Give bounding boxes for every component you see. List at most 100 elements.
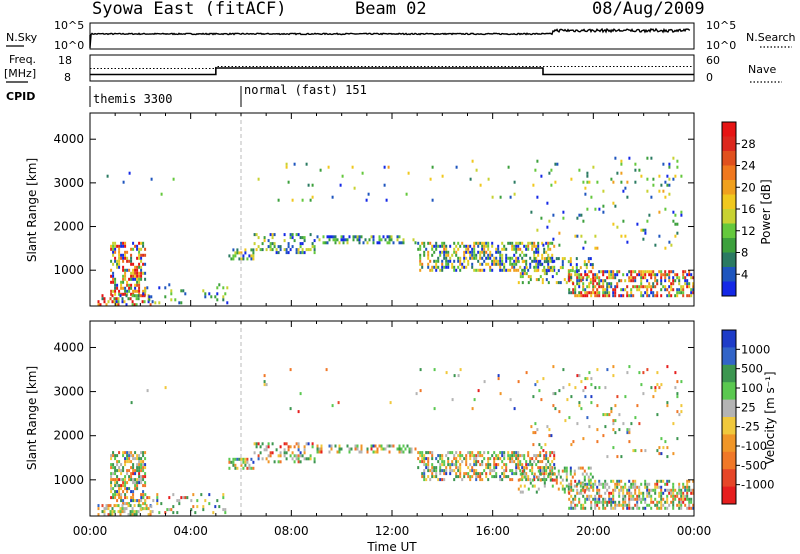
echo-cell bbox=[513, 451, 516, 455]
echo-cell bbox=[147, 300, 150, 304]
echo-cell bbox=[330, 235, 333, 239]
echo-cell bbox=[234, 463, 237, 467]
echo-cell bbox=[586, 273, 589, 277]
echo-cell bbox=[551, 260, 554, 264]
echo-cell bbox=[586, 482, 589, 486]
echo-cell bbox=[517, 268, 520, 272]
echo-cell bbox=[389, 401, 392, 405]
echo-cell bbox=[537, 469, 540, 473]
echo-cell bbox=[602, 506, 605, 510]
echo-cell bbox=[463, 475, 466, 479]
echo-cell bbox=[222, 496, 225, 500]
echo-cell bbox=[414, 447, 417, 451]
echo-cell bbox=[128, 469, 131, 473]
echo-cell bbox=[594, 482, 597, 486]
echo-cell bbox=[519, 460, 522, 464]
echo-cell bbox=[289, 368, 292, 372]
echo-cell bbox=[132, 274, 135, 278]
echo-cell bbox=[547, 266, 550, 270]
echo-cell bbox=[475, 457, 478, 461]
echo-cell bbox=[664, 279, 667, 283]
echo-cell bbox=[425, 247, 428, 251]
echo-cell bbox=[208, 502, 211, 506]
echo-cell bbox=[616, 479, 619, 483]
echo-cell bbox=[566, 398, 569, 402]
echo-cell bbox=[642, 294, 645, 298]
echo-cell bbox=[680, 404, 683, 408]
echo-cell bbox=[622, 189, 625, 193]
echo-cell bbox=[441, 262, 444, 266]
echo-cell bbox=[551, 472, 554, 476]
echo-cell bbox=[236, 466, 239, 470]
echo-cell bbox=[477, 244, 480, 248]
echo-cell bbox=[453, 374, 456, 378]
echo-cell bbox=[222, 286, 225, 290]
echo-cell bbox=[582, 282, 585, 286]
colorbar-tick-label: 24 bbox=[741, 159, 756, 173]
echo-cell bbox=[543, 260, 546, 264]
echo-cell bbox=[654, 386, 657, 390]
echo-cell bbox=[646, 294, 649, 298]
echo-cell bbox=[299, 454, 302, 458]
echo-cell bbox=[562, 210, 565, 214]
echo-cell bbox=[417, 241, 420, 245]
echo-cell bbox=[156, 499, 159, 503]
echo-cell bbox=[680, 410, 683, 414]
echo-cell bbox=[574, 386, 577, 390]
echo-cell bbox=[287, 445, 290, 449]
echo-cell bbox=[586, 497, 589, 501]
echo-cell bbox=[459, 262, 462, 266]
y-tick-label: 1000 bbox=[53, 473, 84, 487]
echo-cell bbox=[686, 294, 689, 298]
echo-cell bbox=[591, 266, 594, 270]
echo-cell bbox=[487, 247, 490, 251]
echo-cell bbox=[382, 235, 385, 239]
echo-cell bbox=[578, 294, 581, 298]
echo-cell bbox=[417, 466, 420, 470]
echo-cell bbox=[293, 460, 296, 464]
echo-cell bbox=[646, 491, 649, 495]
echo-cell bbox=[489, 472, 492, 476]
echo-cell bbox=[111, 510, 114, 514]
echo-cell bbox=[487, 457, 490, 461]
echo-cell bbox=[443, 463, 446, 467]
echo-cell bbox=[537, 247, 540, 251]
echo-cell bbox=[453, 457, 456, 461]
echo-cell bbox=[529, 275, 532, 279]
echo-cell bbox=[557, 281, 560, 285]
echo-cell bbox=[449, 472, 452, 476]
echo-cell bbox=[600, 279, 603, 283]
echo-cell bbox=[636, 500, 639, 504]
echo-cell bbox=[501, 253, 504, 257]
echo-cell bbox=[151, 510, 154, 514]
echo-cell bbox=[583, 490, 586, 494]
echo-cell bbox=[170, 289, 173, 293]
echo-cell bbox=[457, 241, 460, 245]
echo-cell bbox=[630, 482, 633, 486]
echo-cell bbox=[545, 272, 548, 276]
echo-cell bbox=[549, 268, 552, 272]
echo-cell bbox=[642, 506, 645, 510]
echo-cell bbox=[586, 294, 589, 298]
echo-cell bbox=[477, 389, 480, 393]
echo-cell bbox=[574, 285, 577, 289]
echo-cell bbox=[124, 460, 127, 464]
echo-cell bbox=[136, 268, 139, 272]
echo-cell bbox=[612, 446, 615, 450]
echo-cell bbox=[513, 192, 516, 196]
echo-cell bbox=[662, 446, 665, 450]
echo-cell bbox=[287, 180, 290, 184]
echo-cell bbox=[130, 475, 133, 479]
echo-cell bbox=[521, 281, 524, 285]
echo-cell bbox=[222, 295, 225, 299]
echo-cell bbox=[535, 262, 538, 266]
colorbar-swatch bbox=[722, 281, 736, 297]
echo-cell bbox=[271, 248, 274, 252]
echo-cell bbox=[570, 500, 573, 504]
echo-cell bbox=[144, 451, 147, 455]
echo-cell bbox=[124, 289, 127, 293]
echo-cell bbox=[612, 273, 615, 277]
echo-cell bbox=[453, 265, 456, 269]
echo-cell bbox=[110, 457, 113, 461]
echo-cell bbox=[534, 422, 537, 426]
